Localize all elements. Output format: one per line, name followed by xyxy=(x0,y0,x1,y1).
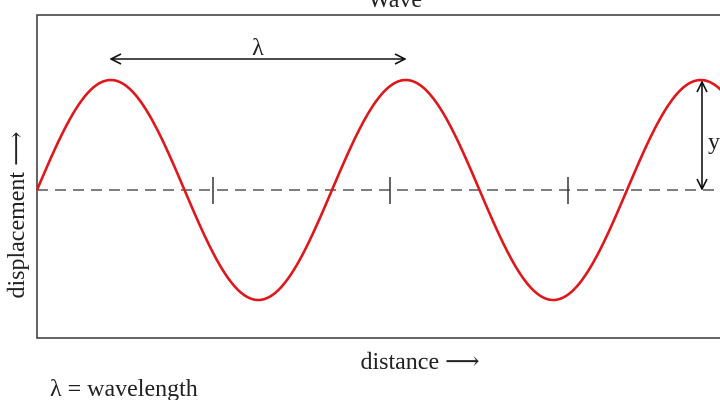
tick-marks xyxy=(212,177,569,204)
legend-text: λ = wavelength xyxy=(50,376,198,400)
title: Wave xyxy=(368,0,422,13)
y-axis-label: displacement ⟶ xyxy=(4,131,30,298)
x-axis-label: distance ⟶ xyxy=(360,349,479,375)
wave-curve xyxy=(35,78,720,302)
amplitude-label: y xyxy=(708,129,720,155)
plot-frame xyxy=(36,14,720,339)
wavelength-label: λ xyxy=(252,35,264,61)
